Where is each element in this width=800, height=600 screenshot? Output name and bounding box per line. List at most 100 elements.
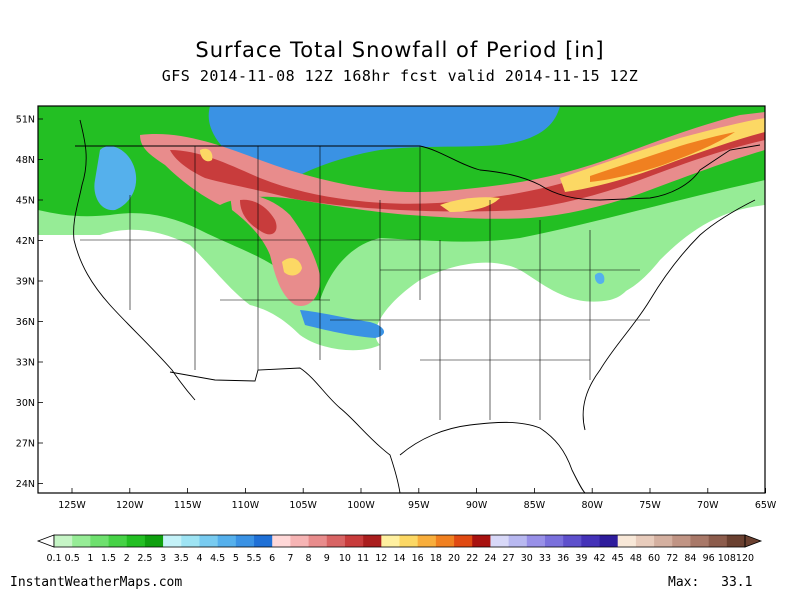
colorbar-legend: 0.1 0.5 1 1.5 2 2.5 3 3.5 4 4.5 5 5.5 6 7 8 9 10 11 12 14 16… [36, 534, 763, 564]
colorbar-swatch [435, 535, 455, 547]
colorbar-swatch [72, 535, 91, 547]
lat-tick-label: 39N [16, 277, 35, 288]
colorbar-swatch [199, 535, 218, 547]
colorbar-label: 8 [306, 553, 312, 564]
colorbar-swatch [163, 535, 182, 547]
map-subtitle: GFS 2014-11-08 12Z 168hr fcst valid 2014… [161, 67, 639, 85]
lat-tick-label: 30N [16, 398, 35, 409]
colorbar-label: 14 [393, 553, 405, 564]
colorbar-swatch [544, 535, 564, 547]
lon-tick-label: 125W [58, 500, 86, 511]
colorbar-outline [53, 534, 746, 548]
colorbar-swatch [690, 535, 709, 547]
latitude-axis: 51N 48N 45N 42N 39N 36N 33N 30N 27N 24N [16, 115, 43, 490]
colorbar-swatch [254, 535, 273, 547]
colorbar-swatch [508, 535, 528, 547]
colorbar-swatch [708, 535, 728, 547]
map-title: Surface Total Snowfall of Period [in] [195, 38, 605, 62]
snow-region-yellow-idaho [200, 148, 213, 162]
colorbar-swatch [217, 535, 237, 547]
snow-region-blue-southwest [300, 310, 385, 338]
colorbar-label: 1 [87, 553, 93, 564]
colorbar-swatch [108, 535, 128, 547]
colorbar-swatch [726, 535, 746, 547]
colorbar-arrow-left [36, 534, 55, 548]
colorbar-label: 84 [684, 553, 696, 564]
colorbar-label: 12 [375, 553, 387, 564]
colorbar-swatch [454, 535, 473, 547]
snow-region-green-east [550, 262, 633, 302]
colorbar-label: 22 [466, 553, 478, 564]
colorbar-label: 16 [412, 553, 424, 564]
lon-tick-label: 95W [408, 500, 430, 511]
lon-tick-label: 90W [466, 500, 488, 511]
lat-tick-label: 33N [16, 358, 35, 369]
colorbar-label: 39 [575, 553, 587, 564]
lon-tick-label: 75W [639, 500, 661, 511]
colorbar-swatch [581, 535, 600, 547]
lat-tick-label: 42N [16, 236, 35, 247]
colorbar-swatch [90, 535, 109, 547]
colorbar-label: 2 [124, 553, 130, 564]
colorbar-label: 1.5 [101, 553, 116, 564]
gulf-coastline [399, 421, 586, 493]
snow-region-rockies-yellow [282, 258, 302, 276]
max-value-readout: Max: 33.1 [668, 575, 752, 590]
colorbar-label: 5.5 [246, 553, 261, 564]
colorbar-label: 4 [196, 553, 202, 564]
colorbar-label: 30 [521, 553, 533, 564]
colorbar-swatch [472, 535, 491, 547]
colorbar-label: 9 [324, 553, 330, 564]
colorbar-label: 3 [160, 553, 166, 564]
colorbar-label: 120 [736, 553, 754, 564]
colorbar-swatch [126, 535, 146, 547]
lon-tick-label: 110W [232, 500, 260, 511]
colorbar-label: 18 [430, 553, 442, 564]
colorbar-label: 96 [703, 553, 715, 564]
colorbar-swatch [563, 535, 582, 547]
colorbar-label: 5 [233, 553, 239, 564]
colorbar-swatch [399, 535, 418, 547]
lat-tick-label: 48N [16, 155, 35, 166]
pacific-coastline [73, 119, 196, 401]
colorbar-swatch [635, 535, 655, 547]
colorbar-swatch [363, 535, 382, 547]
lat-tick-label: 36N [16, 317, 35, 328]
geography-lines [73, 119, 761, 493]
colorbar-swatch [235, 535, 255, 547]
us-canada-border [75, 144, 761, 201]
colorbar-swatch [54, 535, 73, 547]
colorbar-arrow-right [744, 534, 763, 548]
colorbar-label: 36 [557, 553, 569, 564]
colorbar-label: 0.5 [65, 553, 80, 564]
colorbar-label: 42 [593, 553, 605, 564]
map-frame [37, 105, 766, 494]
snow-region-blue-appalachian [594, 272, 605, 285]
colorbar-label: 33 [539, 553, 551, 564]
colorbar-swatch [417, 535, 437, 547]
colorbar-label: 11 [357, 553, 369, 564]
lon-tick-label: 105W [289, 500, 317, 511]
site-credit: InstantWeatherMaps.com [10, 575, 183, 590]
colorbar-label: 72 [666, 553, 678, 564]
colorbar-swatch [272, 535, 291, 547]
lat-tick-label: 45N [16, 196, 35, 207]
colorbar-swatch [344, 535, 364, 547]
colorbar-label: 4.5 [210, 553, 225, 564]
colorbar-swatch [526, 535, 546, 547]
snow-region-blue-canada [208, 106, 561, 177]
colorbar-swatch [599, 535, 619, 547]
colorbar-label: 6 [269, 553, 275, 564]
colorbar-swatch [181, 535, 200, 547]
lat-tick-label: 27N [16, 439, 35, 450]
colorbar-label: 24 [484, 553, 496, 564]
colorbar-label: 2.5 [137, 553, 152, 564]
lon-tick-label: 85W [524, 500, 546, 511]
longitude-axis: 125W 120W 115W 110W 105W 100W 95W 90W 85W 80W 75W 7… [58, 488, 777, 511]
colorbar-label: 108 [718, 553, 736, 564]
colorbar-label: 3.5 [174, 553, 189, 564]
colorbar-swatch [308, 535, 328, 547]
lon-tick-label: 65W [755, 500, 777, 511]
lon-tick-label: 120W [116, 500, 144, 511]
